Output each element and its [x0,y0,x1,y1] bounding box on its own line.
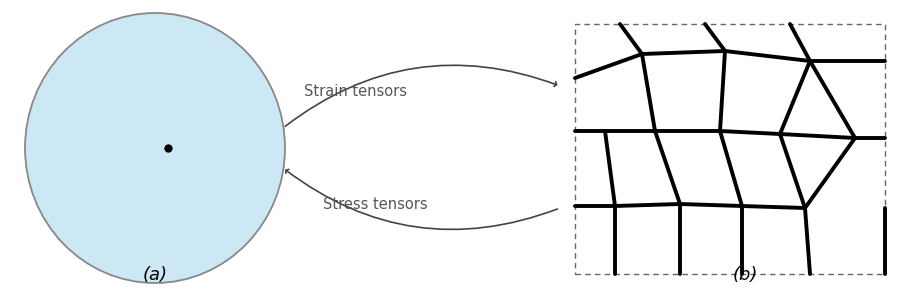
Text: Stress tensors: Stress tensors [322,197,427,212]
Ellipse shape [25,13,285,283]
Text: Strain tensors: Strain tensors [303,83,406,99]
Bar [575,24,884,274]
Text: (a): (a) [143,266,167,284]
Text: (b): (b) [732,266,757,284]
